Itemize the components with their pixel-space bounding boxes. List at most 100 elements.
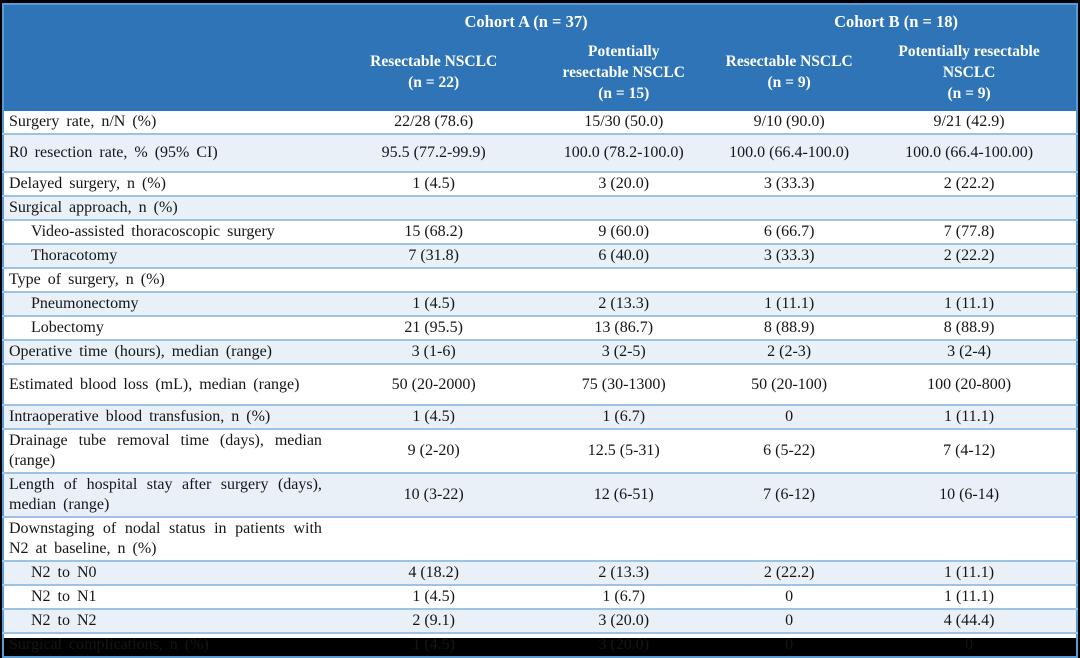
col-header-cohort-b-potentially-resectable: Potentially resectable NSCLC (n = 9) xyxy=(862,33,1077,111)
cell-cohort-b-resectable: 2 (22.2) xyxy=(716,560,863,585)
table-row: Type of surgery, n (%) xyxy=(3,267,1077,292)
cell-cohort-b-resectable: 0 xyxy=(716,584,863,609)
cell-cohort-a-resectable: 15 (68.2) xyxy=(335,219,532,244)
cell-cohort-a-potentially-resectable: 12 (6-51) xyxy=(531,472,717,517)
cell-cohort-a-potentially-resectable: 15/30 (50.0) xyxy=(584,113,664,130)
cell-cohort-b-resectable: 9/10 (90.0) xyxy=(753,113,825,130)
table-row: Intraoperative blood transfusion, n (%) … xyxy=(3,404,1077,429)
cell-cohort-a-resectable: 50 (20-2000) xyxy=(335,363,532,405)
row-label: N2 to N2 xyxy=(3,608,336,633)
cell-cohort-b-resectable: 3 (33.3) xyxy=(716,243,863,268)
cell-cohort-b-resectable xyxy=(716,267,863,292)
table-row: Surgical complications, n (%) 1 (4.5) 3 … xyxy=(3,632,1077,657)
cell-cohort-a-potentially-resectable xyxy=(531,516,717,561)
cohort-group-row: Cohort A (n = 37) Cohort B (n = 18) xyxy=(3,4,1077,111)
table-row: Thoracotomy 7 (31.8) 6 (40.0) 3 (33.3) 2… xyxy=(3,243,1077,268)
cell-cohort-a-resectable: 1 (4.5) xyxy=(335,291,532,316)
row-label: Intraoperative blood transfusion, n (%) xyxy=(3,404,336,429)
cell-cohort-b-resectable: 7 (6-12) xyxy=(716,472,863,517)
corner-cell xyxy=(3,4,336,111)
column-header-row: Resectable NSCLC (n = 22) Potentially re… xyxy=(3,33,1077,111)
cell-cohort-b-resectable: 3 (33.3) xyxy=(716,171,863,196)
col-header-cohort-b-resectable: Resectable NSCLC (n = 9) xyxy=(716,33,863,111)
cell-cohort-b-potentially-resectable: 3 (2-4) xyxy=(862,339,1077,364)
row-label: Lobectomy xyxy=(3,315,336,340)
cell-cohort-a-potentially-resectable: 3 (2-5) xyxy=(531,339,717,364)
row-label: Surgery rate, n/N (%) xyxy=(9,113,157,130)
cell-cohort-a-potentially-resectable: 75 (30-1300) xyxy=(531,363,717,405)
cell-cohort-b-potentially-resectable xyxy=(862,516,1077,561)
row-label: Surgical approach, n (%) xyxy=(3,195,336,220)
cell-cohort-a-potentially-resectable xyxy=(531,195,717,220)
cell-cohort-a-resectable: 95.5 (77.2-99.9) xyxy=(335,133,532,172)
cell-cohort-b-potentially-resectable: 10 (6-14) xyxy=(862,472,1077,517)
surgical-outcomes-table: Cohort A (n = 37) Cohort B (n = 18) Rese… xyxy=(2,3,1078,658)
row-label: N2 to N1 xyxy=(3,584,336,609)
cell-cohort-b-resectable xyxy=(716,516,863,561)
cell-cohort-a-potentially-resectable: 12.5 (5-31) xyxy=(531,428,717,473)
cell-cohort-a-potentially-resectable: 3 (20.0) xyxy=(531,171,717,196)
cell-cohort-b-potentially-resectable: 1 (11.1) xyxy=(862,584,1077,609)
cell-cohort-b-potentially-resectable: 0 xyxy=(862,632,1077,657)
cell-cohort-a-potentially-resectable: 1 (6.7) xyxy=(531,584,717,609)
row-label: Thoracotomy xyxy=(3,243,336,268)
row-label: Type of surgery, n (%) xyxy=(3,267,336,292)
row-label: Estimated blood loss (mL), median (range… xyxy=(3,363,336,405)
table-row: Operative time (hours), median (range) 3… xyxy=(3,339,1077,364)
cell-cohort-a-potentially-resectable: 1 (6.7) xyxy=(531,404,717,429)
table-row: Length of hospital stay after surgery (d… xyxy=(3,472,1077,517)
cell-cohort-b-potentially-resectable xyxy=(862,195,1077,220)
table-row: R0 resection rate, % (95% CI) 95.5 (77.2… xyxy=(3,133,1077,172)
cell-cohort-b-resectable: 50 (20-100) xyxy=(716,363,863,405)
table-row: Lobectomy 21 (95.5) 13 (86.7) 8 (88.9) 8… xyxy=(3,315,1077,340)
cell-cohort-a-resectable: 4 (18.2) xyxy=(335,560,532,585)
cell-cohort-a-resectable: 1 (4.5) xyxy=(335,584,532,609)
cell-cohort-a-potentially-resectable: 6 (40.0) xyxy=(531,243,717,268)
table-row: Surgery rate, n/N (%) 22/28 (78.6) 15/30… xyxy=(3,111,1077,134)
cell-cohort-b-resectable: 100.0 (66.4-100.0) xyxy=(716,133,863,172)
cell-cohort-b-potentially-resectable: 1 (11.1) xyxy=(862,560,1077,585)
row-label: Drainage tube removal time (days), media… xyxy=(3,428,336,473)
cell-cohort-b-potentially-resectable: 7 (77.8) xyxy=(862,219,1077,244)
table-row: Drainage tube removal time (days), media… xyxy=(3,428,1077,473)
cell-cohort-b-resectable: 8 (88.9) xyxy=(716,315,863,340)
cell-cohort-a-resectable: 1 (4.5) xyxy=(335,171,532,196)
cell-cohort-a-resectable: 9 (2-20) xyxy=(335,428,532,473)
table-row: N2 to N1 1 (4.5) 1 (6.7) 0 1 (11.1) xyxy=(3,584,1077,609)
cell-cohort-b-resectable: 6 (66.7) xyxy=(716,219,863,244)
cohort-a-group-header: Cohort A (n = 37) xyxy=(335,4,717,33)
row-label: Length of hospital stay after surgery (d… xyxy=(3,472,336,517)
table-row: Estimated blood loss (mL), median (range… xyxy=(3,363,1077,405)
cell-cohort-b-resectable: 1 (11.1) xyxy=(716,291,863,316)
cell-cohort-b-potentially-resectable: 1 (11.1) xyxy=(862,291,1077,316)
cell-cohort-b-resectable: 6 (5-22) xyxy=(716,428,863,473)
row-label: Surgical complications, n (%) xyxy=(3,632,336,657)
table-header: Cohort A (n = 37) Cohort B (n = 18) Rese… xyxy=(3,4,1077,111)
cell-cohort-b-potentially-resectable: 100.0 (66.4-100.00) xyxy=(862,133,1077,172)
cell-cohort-a-potentially-resectable: 13 (86.7) xyxy=(531,315,717,340)
cell-cohort-b-potentially-resectable: 100 (20-800) xyxy=(862,363,1077,405)
table-row: N2 to N2 2 (9.1) 3 (20.0) 0 4 (44.4) xyxy=(3,608,1077,633)
row-label: Downstaging of nodal status in patients … xyxy=(3,516,336,561)
cell-cohort-a-resectable: 2 (9.1) xyxy=(335,608,532,633)
table-row: Video-assisted thoracoscopic surgery 15 … xyxy=(3,219,1077,244)
cell-cohort-a-resectable: 10 (3-22) xyxy=(335,472,532,517)
cell-cohort-b-potentially-resectable: 9/21 (42.9) xyxy=(933,113,1005,130)
cell-cohort-b-resectable: 0 xyxy=(716,608,863,633)
cell-cohort-a-resectable: 3 (1-6) xyxy=(335,339,532,364)
cell-cohort-a-potentially-resectable: 3 (20.0) xyxy=(531,632,717,657)
table-row: Pneumonectomy 1 (4.5) 2 (13.3) 1 (11.1) … xyxy=(3,291,1077,316)
cell-cohort-b-potentially-resectable: 8 (88.9) xyxy=(862,315,1077,340)
row-label: Delayed surgery, n (%) xyxy=(3,171,336,196)
cell-cohort-b-potentially-resectable: 7 (4-12) xyxy=(862,428,1077,473)
table-row: Downstaging of nodal status in patients … xyxy=(3,516,1077,561)
cell-cohort-a-resectable xyxy=(335,516,532,561)
row-label: Operative time (hours), median (range) xyxy=(3,339,336,364)
cell-cohort-b-resectable: 2 (2-3) xyxy=(716,339,863,364)
table-row: Surgical approach, n (%) xyxy=(3,195,1077,220)
cell-cohort-b-resectable: 0 xyxy=(716,404,863,429)
cell-cohort-a-potentially-resectable: 3 (20.0) xyxy=(531,608,717,633)
row-label: Video-assisted thoracoscopic surgery xyxy=(3,219,336,244)
cell-cohort-a-potentially-resectable: 9 (60.0) xyxy=(531,219,717,244)
cell-cohort-a-resectable xyxy=(335,267,532,292)
